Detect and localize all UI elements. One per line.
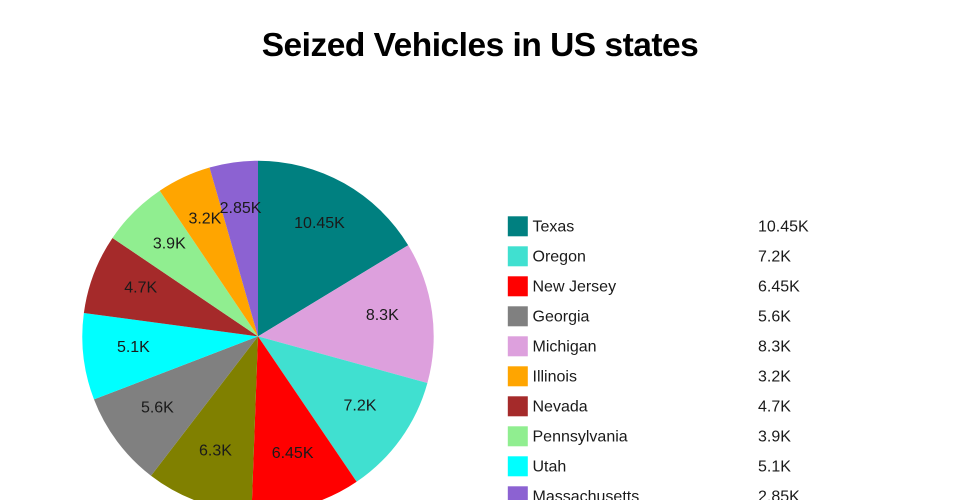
svg-text:5.1K: 5.1K bbox=[758, 458, 791, 475]
svg-text:Seized Vehicles in US states: Seized Vehicles in US states bbox=[262, 27, 699, 64]
svg-text:5.6K: 5.6K bbox=[141, 400, 174, 417]
svg-text:Texas: Texas bbox=[533, 218, 575, 235]
svg-text:8.3K: 8.3K bbox=[758, 338, 791, 355]
svg-text:New Jersey: New Jersey bbox=[533, 278, 617, 295]
svg-text:7.2K: 7.2K bbox=[344, 398, 377, 415]
svg-text:10.45K: 10.45K bbox=[758, 218, 809, 235]
svg-text:Illinois: Illinois bbox=[533, 368, 577, 385]
svg-text:6.45K: 6.45K bbox=[758, 278, 800, 295]
svg-text:3.2K: 3.2K bbox=[758, 368, 791, 385]
svg-text:Pennsylvania: Pennsylvania bbox=[533, 428, 628, 445]
svg-text:Oregon: Oregon bbox=[533, 248, 586, 265]
svg-text:3.9K: 3.9K bbox=[153, 236, 186, 253]
svg-text:5.6K: 5.6K bbox=[758, 308, 791, 325]
svg-text:4.7K: 4.7K bbox=[758, 398, 791, 415]
svg-text:6.3K: 6.3K bbox=[199, 443, 232, 460]
svg-text:Nevada: Nevada bbox=[533, 398, 588, 415]
svg-text:Utah: Utah bbox=[533, 458, 567, 475]
svg-text:6.45K: 6.45K bbox=[272, 445, 314, 462]
svg-text:Georgia: Georgia bbox=[533, 308, 590, 325]
svg-text:4.7K: 4.7K bbox=[124, 280, 157, 297]
svg-text:8.3K: 8.3K bbox=[366, 307, 399, 324]
svg-text:5.1K: 5.1K bbox=[117, 339, 150, 356]
svg-text:Massachusetts: Massachusetts bbox=[533, 488, 640, 500]
svg-text:10.45K: 10.45K bbox=[294, 215, 345, 232]
svg-text:2.85K: 2.85K bbox=[758, 488, 800, 500]
svg-text:2.85K: 2.85K bbox=[220, 200, 262, 217]
svg-text:7.2K: 7.2K bbox=[758, 248, 791, 265]
svg-text:3.9K: 3.9K bbox=[758, 428, 791, 445]
svg-text:Michigan: Michigan bbox=[533, 338, 597, 355]
svg-text:3.2K: 3.2K bbox=[188, 211, 221, 228]
